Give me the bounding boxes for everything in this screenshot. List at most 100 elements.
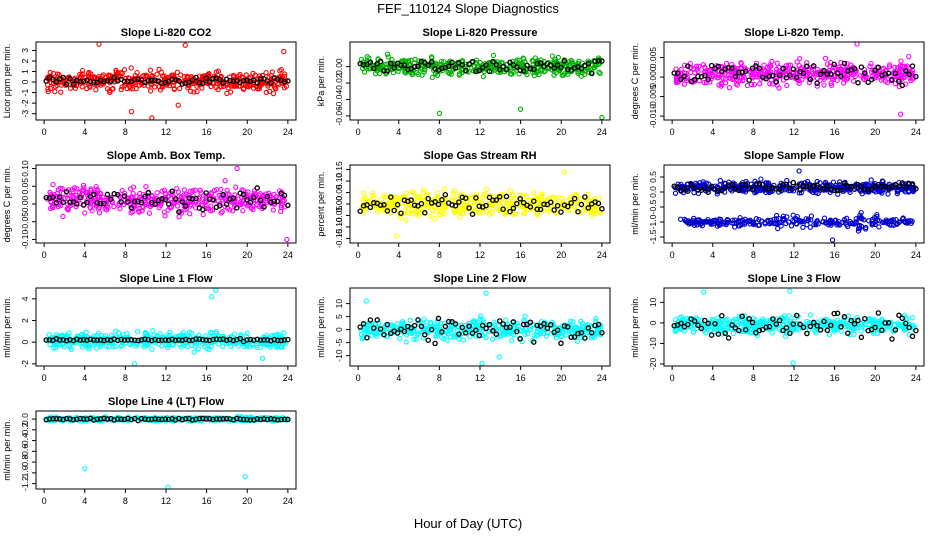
- scatter-point: [112, 343, 119, 350]
- scatter-point: [58, 89, 64, 95]
- scatter-point-black: [367, 204, 374, 211]
- scatter-point-black: [357, 324, 363, 330]
- scatter-point: [882, 78, 889, 84]
- scatter-point-black: [695, 187, 701, 193]
- scatter-point: [807, 312, 814, 318]
- scatter-point-black: [182, 203, 189, 209]
- y-tick-label: -0.02: [334, 73, 344, 93]
- outlier-point: [787, 288, 793, 294]
- scatter-point: [756, 319, 762, 326]
- scatter-point-black: [500, 321, 506, 327]
- scatter-point-black: [739, 181, 745, 188]
- scatter-point-black: [367, 59, 374, 66]
- scatter-point-black: [247, 336, 254, 343]
- scatter-point-black: [715, 188, 722, 194]
- scatter-point: [843, 215, 850, 221]
- scatter-point-black: [371, 325, 377, 331]
- scatter-point: [384, 51, 391, 57]
- scatter-point: [133, 343, 139, 349]
- scatter-point: [675, 77, 681, 83]
- scatter-point: [392, 197, 398, 204]
- scatter-point: [794, 59, 800, 65]
- scatter-point: [509, 68, 515, 75]
- scatter-point: [223, 340, 230, 347]
- scatter-point-black: [585, 325, 592, 331]
- scatter-point: [194, 88, 200, 95]
- outlier-point: [897, 111, 904, 117]
- scatter-point: [757, 187, 764, 194]
- scatter-point: [187, 211, 193, 217]
- scatter-point: [898, 323, 905, 330]
- scatter-point-black: [793, 74, 800, 81]
- scatter-point: [822, 55, 829, 62]
- scatter-point-black: [834, 70, 841, 76]
- scatter-point: [278, 203, 284, 209]
- scatter-point: [87, 84, 93, 90]
- scatter-point: [434, 324, 441, 330]
- x-tick-label: 0: [42, 250, 47, 260]
- scatter-point-black: [776, 72, 783, 78]
- plot-frame: [35, 287, 297, 367]
- scatter-point: [747, 319, 753, 325]
- scatter-point: [492, 322, 498, 328]
- scatter-point: [471, 202, 477, 209]
- outlier-point: [128, 108, 135, 115]
- scatter-point-black: [790, 66, 797, 72]
- scatter-point: [215, 68, 222, 74]
- scatter-point: [679, 314, 685, 320]
- y-axis-label: Licor ppm per min.: [2, 44, 12, 119]
- scatter-point-black: [909, 63, 916, 69]
- scatter-point-black: [719, 68, 725, 75]
- scatter-point: [383, 202, 390, 208]
- scatter-point-black: [220, 191, 226, 198]
- scatter-point-black: [452, 65, 459, 71]
- scatter-point: [88, 187, 94, 194]
- scatter-point-black: [125, 78, 131, 85]
- scatter-point-black: [121, 193, 128, 199]
- scatter-point: [734, 82, 741, 88]
- y-tick-label: -10: [648, 337, 658, 350]
- scatter-point: [731, 220, 737, 227]
- scatter-point-black: [200, 80, 206, 86]
- scatter-point-black: [742, 326, 749, 333]
- scatter-point-black: [462, 67, 469, 74]
- scatter-point: [742, 319, 748, 325]
- scatter-point-black: [773, 321, 780, 327]
- scatter-point-black: [858, 64, 865, 70]
- scatter-point: [723, 60, 730, 67]
- scatter-point-black: [145, 77, 152, 84]
- scatter-point: [740, 72, 747, 78]
- x-tick-label: 4: [396, 127, 401, 137]
- scatter-point-black: [824, 183, 831, 189]
- scatter-point: [893, 73, 899, 80]
- scatter-point-black: [493, 62, 500, 68]
- x-tick-label: 24: [597, 127, 607, 137]
- scatter-point: [538, 201, 544, 207]
- scatter-point: [501, 329, 507, 336]
- scatter-point: [460, 337, 467, 343]
- x-tick-label: 20: [870, 250, 880, 260]
- scatter-point: [185, 192, 191, 199]
- scatter-point-black: [678, 320, 684, 327]
- scatter-point: [908, 77, 914, 84]
- scatter-point: [781, 315, 787, 322]
- scatter-point-black: [125, 199, 131, 205]
- y-tick-label: 0.10: [334, 173, 344, 190]
- x-tick-label: 8: [437, 127, 442, 137]
- scatter-point-black: [807, 76, 814, 83]
- scatter-point-black: [708, 62, 715, 69]
- scatter-point-black: [162, 337, 169, 343]
- x-tick-label: 20: [870, 127, 880, 137]
- scatter-point: [181, 187, 188, 193]
- x-tick-label: 0: [670, 250, 675, 260]
- scatter-point-black: [271, 198, 278, 204]
- scatter-point: [270, 207, 276, 213]
- scatter-point-black: [514, 64, 520, 70]
- scatter-point: [118, 70, 124, 76]
- scatter-point: [159, 73, 166, 79]
- scatter-point: [169, 341, 176, 348]
- scatter-point: [115, 70, 121, 76]
- scatter-point: [271, 191, 277, 198]
- scatter-point: [190, 188, 196, 194]
